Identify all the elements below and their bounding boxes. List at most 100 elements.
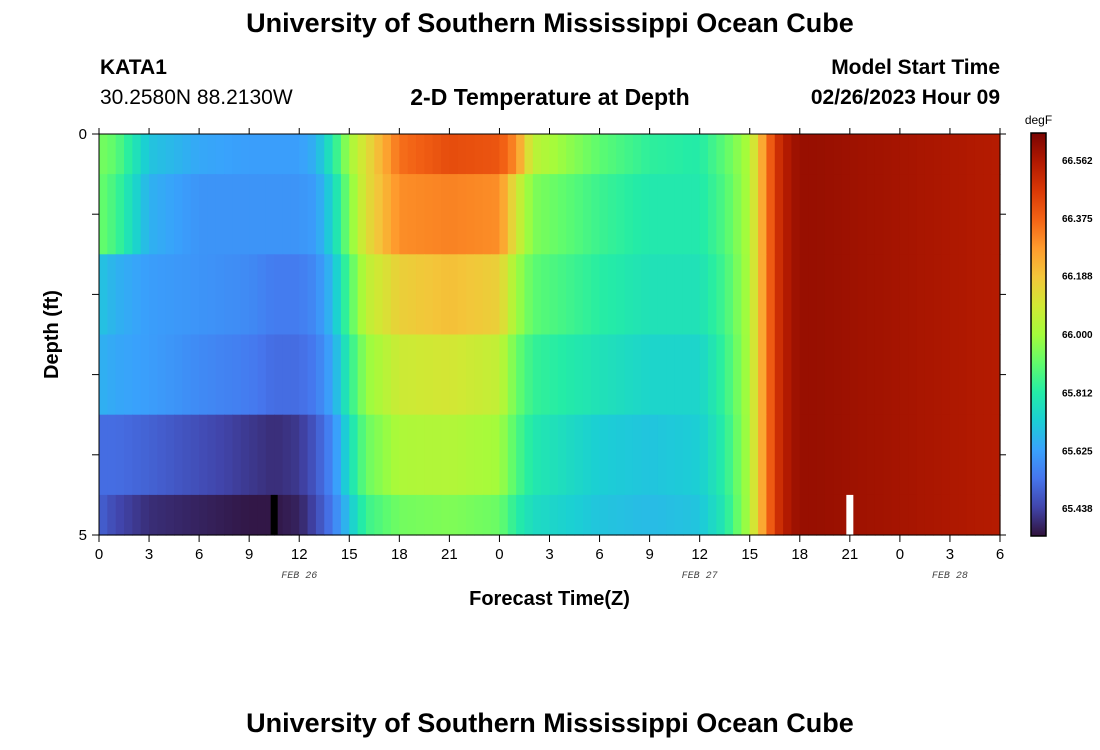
heatmap-cell [724, 334, 734, 416]
heatmap-cell [482, 414, 492, 496]
heatmap-cell [140, 494, 150, 536]
heatmap-cell [299, 334, 309, 416]
heatmap-cell [282, 494, 292, 536]
heatmap-cell [232, 414, 242, 496]
heatmap-cell [949, 254, 959, 336]
heatmap-cell [457, 134, 467, 175]
heatmap-cell [549, 334, 559, 416]
heatmap-cell [315, 174, 325, 255]
heatmap-cell [215, 334, 225, 416]
heatmap-cell [107, 254, 117, 336]
heatmap-cell [849, 414, 859, 496]
heatmap-cell [99, 414, 108, 496]
heatmap-cell [282, 334, 292, 416]
heatmap-cell [382, 134, 392, 175]
heatmap-cell [124, 414, 133, 496]
heatmap-cell [566, 174, 576, 255]
heatmap-cell [632, 494, 642, 536]
heatmap-cell [691, 414, 701, 496]
heatmap-cell [599, 334, 609, 416]
heatmap-cell [416, 494, 425, 536]
heatmap-cell [140, 254, 150, 336]
heatmap-cell [274, 134, 284, 175]
heatmap-cell [933, 254, 943, 336]
heatmap-cell [949, 494, 959, 536]
heatmap-cell [983, 174, 993, 255]
heatmap-cell [716, 334, 726, 416]
heatmap-cell [799, 134, 809, 175]
heatmap-cell [307, 334, 317, 416]
heatmap-cell [157, 254, 167, 336]
heatmap-cell [833, 494, 843, 536]
heatmap-cell [708, 134, 717, 175]
heatmap-cell [324, 494, 334, 536]
heatmap-cell [858, 174, 868, 255]
heatmap-cell [682, 174, 692, 255]
heatmap-cell [174, 174, 184, 255]
heatmap-cell [624, 134, 634, 175]
heatmap-cell [883, 334, 893, 416]
heatmap-cell [207, 134, 217, 175]
heatmap-cell [315, 494, 325, 536]
heatmap-cell [299, 414, 309, 496]
heatmap-cell [140, 414, 150, 496]
heatmap-cell [274, 254, 284, 336]
heatmap-cell [958, 494, 968, 536]
heatmap-cell [916, 134, 926, 175]
heatmap-cell [657, 334, 667, 416]
y-axis: 05 [79, 126, 1006, 544]
heatmap-cell [424, 494, 434, 536]
heatmap-cell [157, 174, 167, 255]
heatmap-cell [916, 254, 926, 336]
heatmap-cell [174, 414, 184, 496]
heatmap-cell [541, 414, 551, 496]
heatmap-cell [399, 254, 409, 336]
heatmap-cell [299, 134, 309, 175]
heatmap-cell [290, 414, 300, 496]
heatmap-cell [416, 254, 425, 336]
heatmap-cell [899, 334, 909, 416]
heatmap-cell [499, 174, 509, 255]
heatmap-cell [791, 254, 801, 336]
heatmap-cell [207, 254, 217, 336]
heatmap-cell [858, 134, 868, 175]
heatmap-cell [340, 254, 350, 336]
heatmap-cell [491, 174, 501, 255]
heatmap-cell [616, 254, 626, 336]
heatmap-cell [549, 134, 559, 175]
heatmap-cell [474, 254, 484, 336]
colorbar-ticks: 66.562 66.375 66.188 66.000 65.812 65.625 65.4… [1062, 156, 1093, 515]
heatmap-cell [466, 254, 476, 336]
x-tick-label: 3 [545, 546, 553, 563]
colorbar-scale [1030, 132, 1047, 537]
heatmap-cell [149, 494, 158, 536]
heatmap-cell [365, 414, 375, 496]
heatmap-cell [733, 494, 742, 536]
heatmap-cell [799, 494, 809, 536]
heatmap-cell [215, 254, 225, 336]
heatmap-cell [641, 254, 651, 336]
heatmap-cell [324, 254, 334, 336]
heatmap-cell [641, 494, 651, 536]
heatmap-cell [833, 134, 843, 175]
heatmap-cell [674, 334, 684, 416]
heatmap-cell [165, 494, 175, 536]
x-tick-label: 12 [691, 546, 708, 563]
heatmap-cell [724, 254, 734, 336]
heatmap-cell [841, 254, 851, 336]
heatmap-cell [599, 494, 609, 536]
heatmap-cell [933, 174, 943, 255]
heatmap-cell [874, 254, 884, 336]
x-tick-label: 0 [495, 546, 503, 563]
heatmap-cell [115, 134, 125, 175]
heatmap-cell [349, 414, 359, 496]
heatmap-cell [424, 134, 434, 175]
heatmap-cell [340, 134, 350, 175]
heatmap-cell [199, 414, 209, 496]
heatmap-cell [349, 334, 359, 416]
heatmap-cell [649, 414, 659, 496]
heatmap-cell [390, 134, 400, 175]
heatmap-cell [407, 334, 417, 416]
heatmap-cell [232, 174, 242, 255]
heatmap-cell [449, 174, 459, 255]
